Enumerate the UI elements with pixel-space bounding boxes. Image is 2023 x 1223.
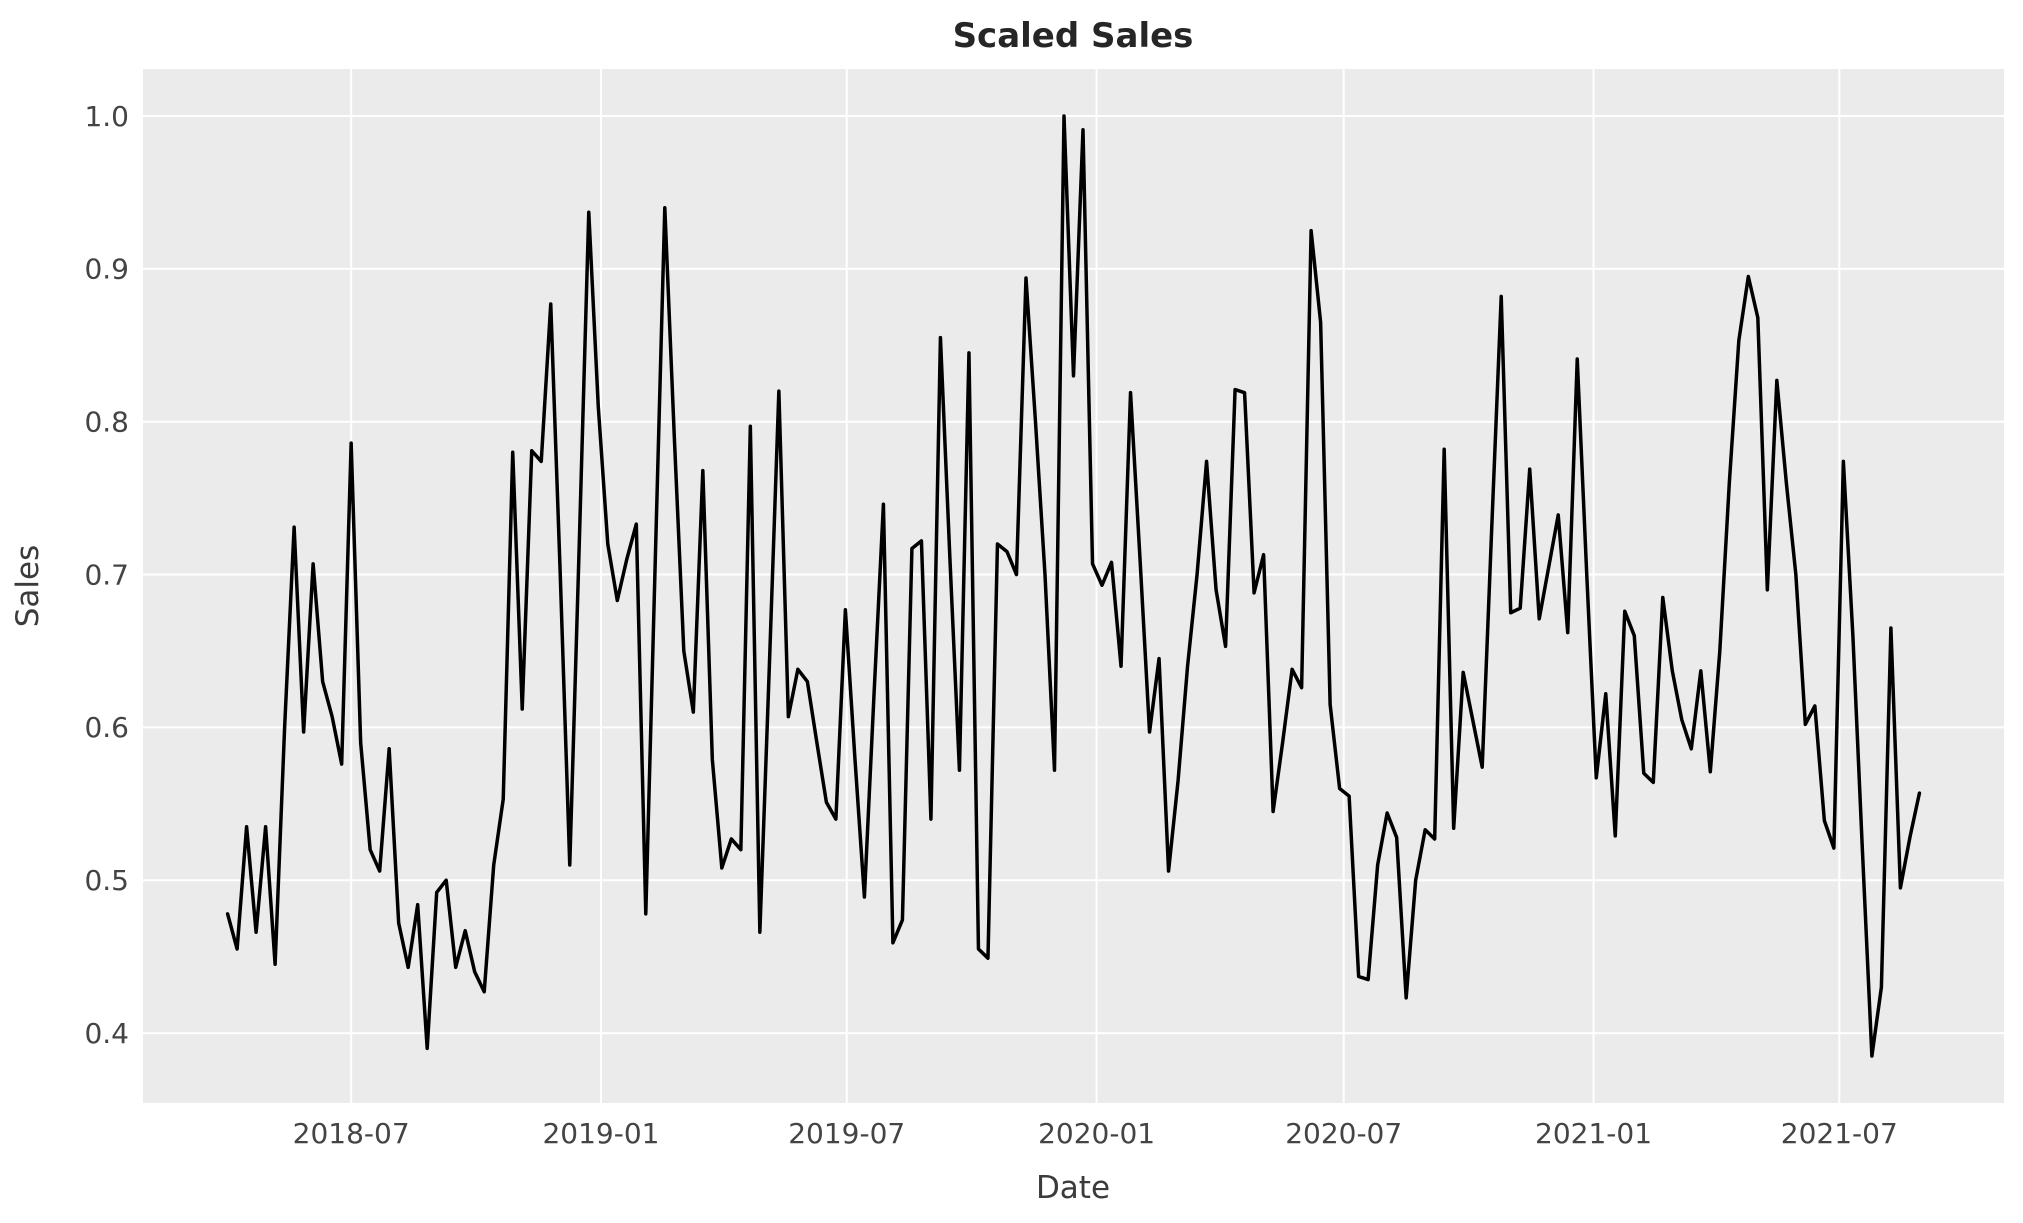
y-axis-label: Sales xyxy=(10,545,46,628)
y-tick-label: 0.7 xyxy=(84,558,129,591)
x-tick-label: 2021-07 xyxy=(1781,1117,1898,1150)
y-tick-labels: 0.4 0.5 0.6 0.7 0.8 0.9 1.0 xyxy=(84,100,129,1050)
y-tick-label: 0.6 xyxy=(84,711,129,744)
x-axis-label: Date xyxy=(1036,1170,1110,1206)
x-tick-label: 2021-01 xyxy=(1535,1117,1652,1150)
y-tick-label: 0.8 xyxy=(84,405,129,438)
horizontal-gridlines xyxy=(143,115,2004,1035)
sales-line xyxy=(225,114,1922,1058)
y-tick-label: 0.9 xyxy=(84,253,129,286)
x-tick-label: 2020-01 xyxy=(1038,1117,1155,1150)
y-tick-label: 1.0 xyxy=(84,100,129,133)
x-tick-label: 2019-07 xyxy=(788,1117,905,1150)
y-tick-label: 0.4 xyxy=(84,1017,129,1050)
x-tick-labels: 2018-07 2019-01 2019-07 2020-01 2020-07 2021-… xyxy=(293,1117,1898,1150)
x-tick-label: 2018-07 xyxy=(293,1117,410,1150)
x-tick-label: 2019-01 xyxy=(542,1117,659,1150)
x-tick-label: 2020-07 xyxy=(1285,1117,1402,1150)
y-tick-label: 0.5 xyxy=(84,864,129,897)
chart-title: Scaled Sales xyxy=(953,16,1194,56)
